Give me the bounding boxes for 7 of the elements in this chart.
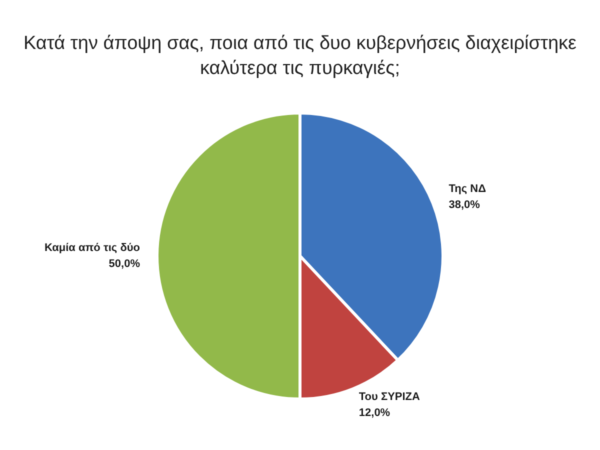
data-label: 50,0%: [108, 258, 140, 270]
data-label: 12,0%: [358, 406, 390, 419]
data-label: 38,0%: [448, 199, 480, 212]
chart-title: Κατά την άποψη σας, ποια από τις δυο κυβερνήσεις διαχειρίστηκε καλύτερα τις πυρκαγιές;: [23, 33, 578, 79]
slice-label: Της ΝΔ: [448, 183, 486, 196]
slice-label: Του ΣΥΡΙΖΑ: [358, 390, 420, 403]
slice-label: Καμία από τις δύο: [44, 242, 140, 254]
